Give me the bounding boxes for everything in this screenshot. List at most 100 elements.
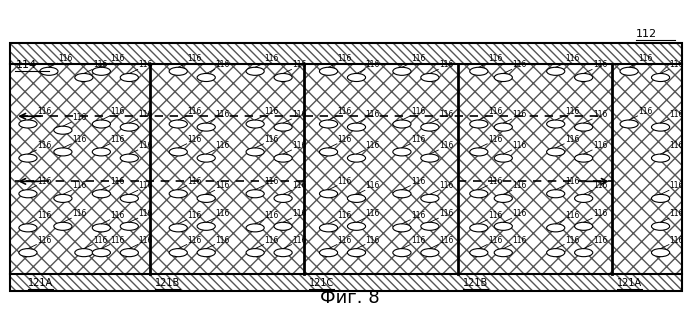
Text: 116: 116: [264, 236, 279, 245]
Text: 116: 116: [366, 141, 380, 150]
Circle shape: [470, 148, 488, 156]
Text: 116: 116: [411, 236, 426, 245]
Circle shape: [393, 120, 411, 128]
Text: 116: 116: [411, 211, 426, 220]
Circle shape: [246, 190, 264, 198]
Circle shape: [319, 190, 338, 198]
Circle shape: [347, 222, 366, 230]
Circle shape: [470, 190, 488, 198]
Text: 116: 116: [292, 60, 307, 69]
Text: 116: 116: [187, 135, 202, 144]
Text: 116: 116: [187, 236, 202, 245]
Circle shape: [197, 73, 215, 82]
Text: 116: 116: [93, 60, 108, 69]
Text: 116: 116: [37, 141, 52, 150]
Circle shape: [620, 120, 638, 128]
Circle shape: [494, 123, 512, 131]
Text: 116: 116: [439, 209, 454, 218]
Text: 121B: 121B: [155, 278, 180, 288]
Circle shape: [319, 249, 338, 257]
Text: 121C: 121C: [309, 278, 334, 288]
Text: 116: 116: [512, 60, 527, 69]
Text: 121A: 121A: [28, 278, 53, 288]
Text: 116: 116: [292, 181, 307, 190]
Circle shape: [92, 224, 110, 232]
Text: 116: 116: [439, 141, 454, 150]
Text: 116: 116: [187, 211, 202, 220]
Text: 116: 116: [512, 209, 527, 218]
Text: 116: 116: [264, 211, 279, 220]
Circle shape: [494, 73, 512, 82]
Circle shape: [651, 222, 670, 230]
Circle shape: [547, 249, 565, 257]
Text: 116: 116: [488, 236, 503, 245]
Text: 116: 116: [670, 181, 684, 190]
Circle shape: [393, 148, 411, 156]
Circle shape: [575, 194, 593, 202]
Text: 116: 116: [93, 236, 108, 245]
Circle shape: [393, 224, 411, 232]
Text: 116: 116: [338, 177, 352, 186]
Circle shape: [274, 222, 292, 230]
Circle shape: [92, 190, 110, 198]
Text: 116: 116: [72, 113, 87, 122]
Text: 116: 116: [72, 135, 87, 144]
Circle shape: [54, 126, 72, 134]
Text: 116: 116: [264, 107, 279, 116]
Text: 116: 116: [292, 110, 307, 119]
Circle shape: [274, 194, 292, 202]
Circle shape: [421, 123, 439, 131]
Text: 116: 116: [338, 107, 352, 116]
Circle shape: [274, 154, 292, 162]
Text: 116: 116: [37, 177, 52, 186]
Circle shape: [246, 67, 264, 75]
Circle shape: [92, 148, 110, 156]
Bar: [10, 43, 682, 291]
Circle shape: [120, 222, 138, 230]
Text: 116: 116: [37, 107, 52, 116]
Text: 116: 116: [638, 107, 653, 116]
Text: Фиг. 8: Фиг. 8: [319, 289, 380, 307]
Text: 116: 116: [366, 236, 380, 245]
Text: 114: 114: [15, 60, 36, 70]
Text: 116: 116: [264, 177, 279, 186]
Text: 116: 116: [366, 209, 380, 218]
Text: 116: 116: [411, 107, 426, 116]
Circle shape: [75, 249, 93, 257]
Circle shape: [347, 194, 366, 202]
Text: 116: 116: [138, 209, 153, 218]
Text: 116: 116: [670, 60, 684, 69]
Circle shape: [120, 249, 138, 257]
Circle shape: [19, 249, 37, 257]
Text: 116: 116: [58, 54, 73, 63]
Circle shape: [92, 67, 110, 75]
Circle shape: [19, 120, 37, 128]
Circle shape: [547, 120, 565, 128]
Bar: [10, 64, 682, 274]
Circle shape: [92, 249, 110, 257]
Text: 116: 116: [670, 141, 684, 150]
Text: 116: 116: [187, 177, 202, 186]
Circle shape: [54, 148, 72, 156]
Circle shape: [246, 148, 264, 156]
Text: 116: 116: [439, 236, 454, 245]
Circle shape: [421, 222, 439, 230]
Circle shape: [120, 194, 138, 202]
Text: 116: 116: [264, 54, 279, 63]
Circle shape: [575, 154, 593, 162]
Circle shape: [120, 154, 138, 162]
Circle shape: [19, 224, 37, 232]
Text: 116: 116: [110, 135, 125, 144]
Text: 116: 116: [110, 54, 125, 63]
Text: 116: 116: [366, 181, 380, 190]
Text: 116: 116: [593, 141, 607, 150]
Circle shape: [620, 67, 638, 75]
Text: 116: 116: [411, 177, 426, 186]
Circle shape: [54, 222, 72, 230]
Text: 116: 116: [264, 135, 279, 144]
Text: 116: 116: [488, 107, 503, 116]
Circle shape: [19, 190, 37, 198]
Circle shape: [169, 224, 187, 232]
Circle shape: [54, 194, 72, 202]
Circle shape: [347, 123, 366, 131]
